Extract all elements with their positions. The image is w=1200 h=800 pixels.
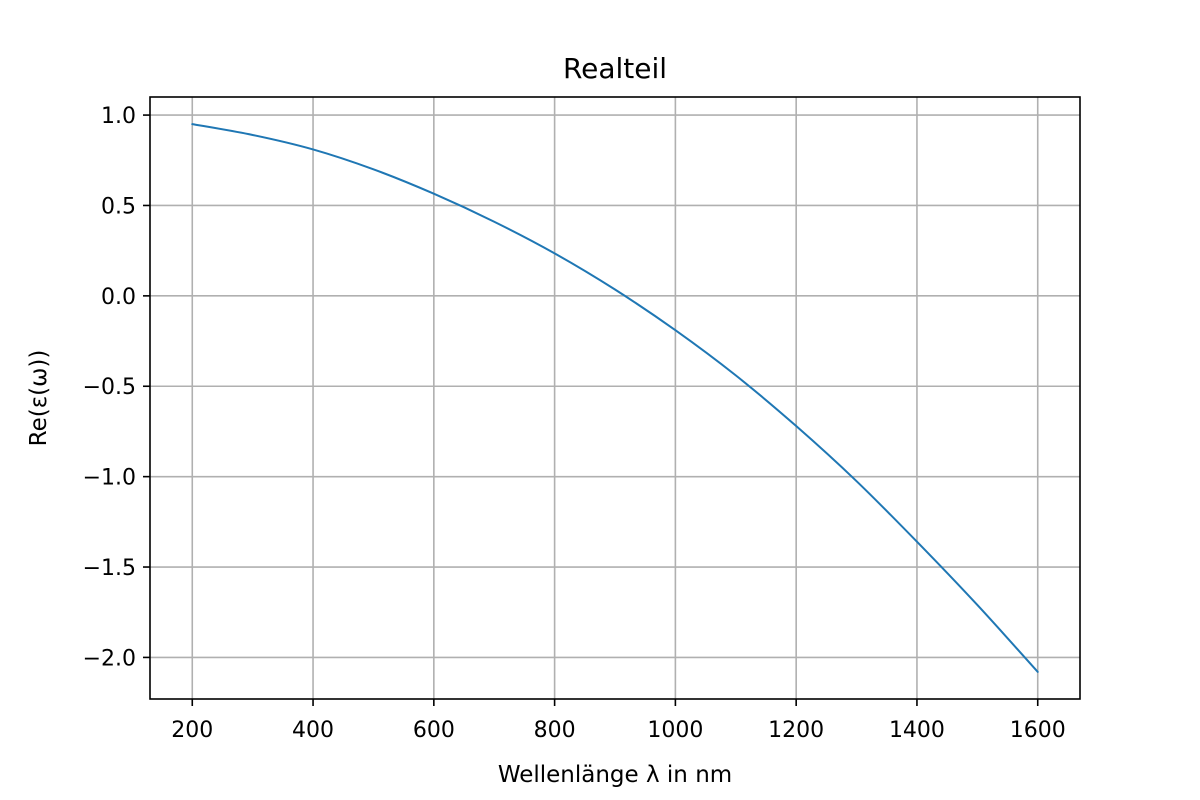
x-tick-label: 600 (413, 718, 455, 743)
x-tick-label: 400 (292, 718, 334, 743)
x-tick-label: 1200 (768, 718, 824, 743)
series-line (191, 123, 1039, 673)
chart-title: Realteil (563, 52, 667, 85)
grid (150, 97, 1080, 699)
x-tick-label: 1600 (1010, 718, 1066, 743)
y-tick-label: −2.0 (83, 646, 136, 671)
x-tick-label: 800 (534, 718, 576, 743)
x-tick-label: 1000 (647, 718, 703, 743)
y-axis-label: Re(ε(ω)) (26, 350, 52, 447)
series-layer (191, 123, 1039, 673)
y-tick-label: 0.5 (101, 194, 136, 219)
x-axis-label: Wellenlänge λ in nm (498, 762, 732, 788)
ticks: 200 400 600 800 1000 1200 1400 1600 1.0 0.5 0.0 −0.… (83, 104, 1066, 743)
y-tick-label: −1.0 (83, 466, 136, 491)
y-tick-label: 1.0 (101, 104, 136, 129)
plot-frame (149, 96, 1081, 700)
x-tick-label: 1400 (889, 718, 945, 743)
y-tick-label: −0.5 (83, 375, 136, 400)
y-tick-label: −1.5 (83, 556, 136, 581)
y-tick-label: 0.0 (101, 285, 136, 310)
x-tick-label: 200 (171, 718, 213, 743)
